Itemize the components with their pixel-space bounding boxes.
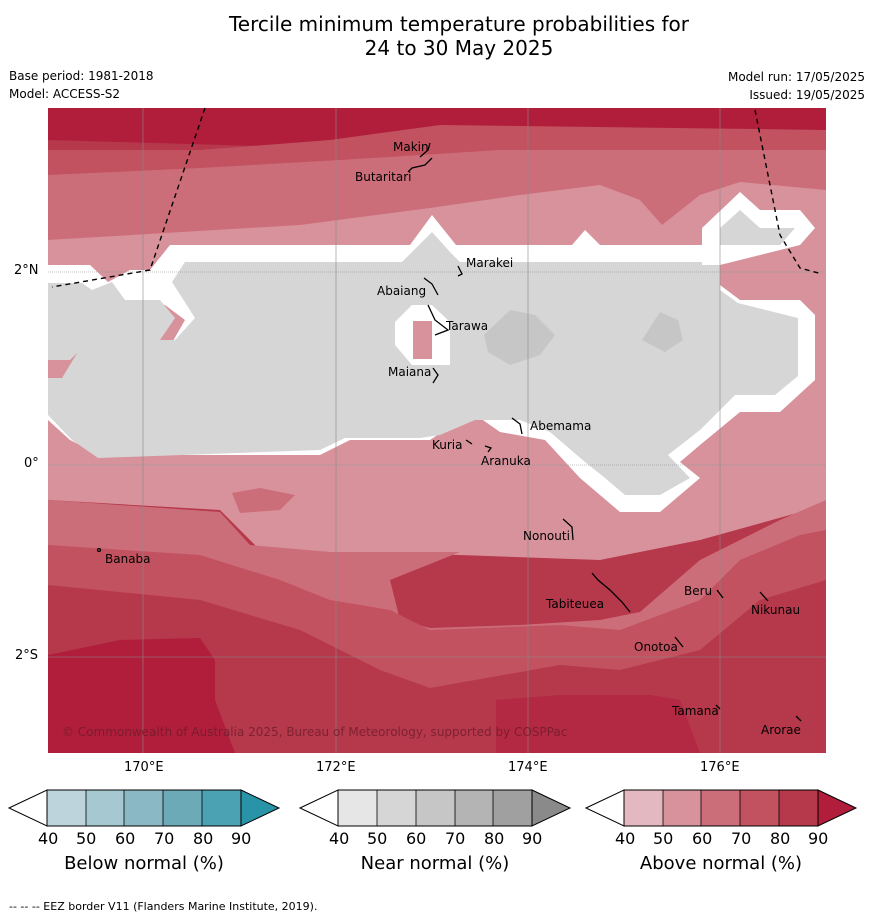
title-line-2: 24 to 30 May 2025 [364, 36, 554, 60]
lon-label-172: 172°E [316, 760, 356, 775]
lat-label-0: 0° [24, 456, 39, 471]
colorbar-below [7, 789, 281, 827]
map-canvas [48, 108, 826, 753]
cb-near-tick: 70 [445, 829, 466, 848]
meta-right: Model run: 17/05/2025 Issued: 19/05/2025 [728, 70, 865, 106]
cb-near-tick: 40 [329, 829, 350, 848]
cb-above-tick: 40 [615, 829, 636, 848]
cb-near-tick: 80 [484, 829, 505, 848]
colorbar-near [298, 789, 572, 827]
cb-near-tick: 90 [522, 829, 543, 848]
cb-above-tick: 80 [770, 829, 791, 848]
cb-near-tick: 60 [406, 829, 427, 848]
cb-above-tick: 90 [808, 829, 829, 848]
eez-footnote: -- -- -- EEZ border V11 (Flanders Marine… [9, 900, 318, 913]
cb-below-tick: 50 [76, 829, 97, 848]
label-makin: Makin [393, 140, 429, 154]
label-arorae: Arorae [761, 723, 801, 737]
label-tamana: Tamana [671, 704, 719, 718]
colorbar-above [584, 789, 858, 827]
label-beru: Beru [684, 584, 712, 598]
lat-label-2n: 2°N [14, 263, 39, 278]
cb-below-tick: 90 [231, 829, 252, 848]
cb-near-tick: 50 [367, 829, 388, 848]
model-name: Model: ACCESS-S2 [9, 87, 121, 101]
cb-near-title: Near normal (%) [360, 853, 510, 874]
label-butaritari: Butaritari [355, 170, 412, 184]
graticule [48, 108, 826, 753]
lat-label-2s: 2°S [15, 648, 39, 663]
label-maiana: Maiana [388, 365, 431, 379]
island-labels: Makin Butaritari Marakei Abaiang Tarawa … [62, 140, 801, 739]
cb-above-tick: 50 [653, 829, 674, 848]
label-onotoa: Onotoa [634, 640, 678, 654]
label-nonouti: Nonouti [523, 529, 570, 543]
cb-below-title: Below normal (%) [64, 853, 224, 874]
label-abaiang: Abaiang [377, 284, 426, 298]
map-title: Tercile minimum temperature probabilitie… [0, 12, 873, 60]
label-tabiteuea: Tabiteuea [545, 597, 604, 611]
label-nikunau: Nikunau [751, 603, 800, 617]
label-aranuka: Aranuka [481, 454, 531, 468]
meta-left: Base period: 1981-2018 Model: ACCESS-S2 [9, 69, 154, 105]
label-tarawa: Tarawa [445, 319, 488, 333]
island-outlines [96, 142, 802, 722]
cb-above-tick: 60 [692, 829, 713, 848]
cb-below-tick: 60 [115, 829, 136, 848]
label-banaba: Banaba [105, 552, 151, 566]
label-abemama: Abemama [530, 419, 591, 433]
cb-above-tick: 70 [731, 829, 752, 848]
lon-label-170: 170°E [124, 760, 164, 775]
cb-below-tick: 70 [154, 829, 175, 848]
cb-below-tick: 80 [193, 829, 214, 848]
eez-border [51, 107, 823, 288]
copyright-note: © Commonwealth of Australia 2025, Bureau… [62, 725, 567, 739]
lon-label-176: 176°E [700, 760, 740, 775]
label-marakei: Marakei [466, 256, 513, 270]
cb-above-title: Above normal (%) [639, 853, 803, 874]
issued-date: Issued: 19/05/2025 [749, 88, 865, 102]
base-period: Base period: 1981-2018 [9, 69, 154, 83]
cb-below-tick: 40 [38, 829, 59, 848]
model-run: Model run: 17/05/2025 [727, 70, 865, 84]
lon-label-174: 174°E [508, 760, 548, 775]
label-kuria: Kuria [432, 438, 463, 452]
title-line-1: Tercile minimum temperature probabilitie… [228, 12, 690, 36]
